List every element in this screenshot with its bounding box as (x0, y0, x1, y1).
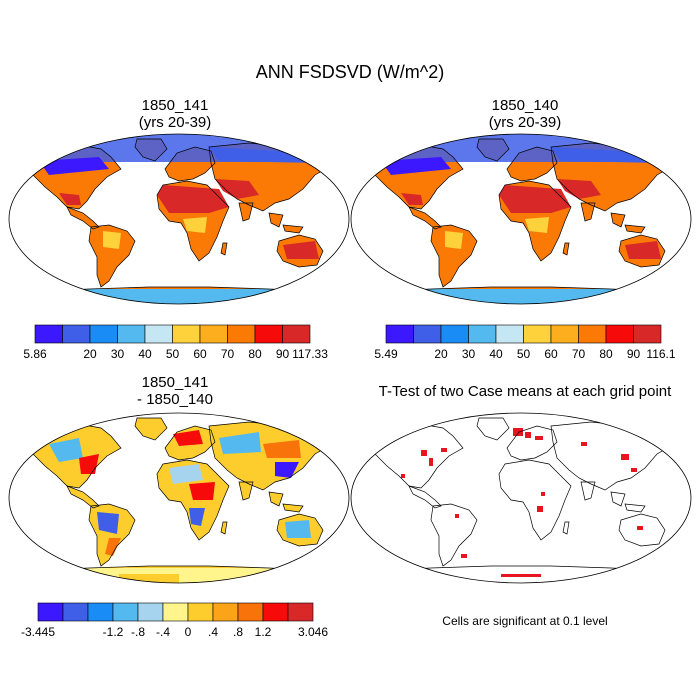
figure-title: ANN FSDSVD (W/m^2) (255, 62, 445, 82)
colorbar-2: 5.49 20 30 40 50 60 70 80 90 116.1 (374, 324, 676, 361)
cb2-tick-label: 116.1 (646, 347, 675, 361)
panel-2-title-line1: 1850_140 (491, 97, 559, 114)
cb2-swatch (440, 324, 469, 344)
panel-3-title-line2: - 1850_140 (137, 391, 213, 408)
cb1-swatch (282, 324, 311, 344)
panel-1-title: 1850_141 (yrs 20-39) (60, 97, 290, 131)
cb2-tick-label: 40 (489, 347, 503, 361)
map-panel-3 (8, 412, 350, 584)
colorbar-3: -3.445 -1.2 -.8 -.4 0 .4 .8 1.2 3.046 (21, 602, 328, 639)
cb3-swatch (62, 602, 89, 622)
cb1-tick-label: 5.86 (23, 347, 47, 361)
cb2-tick-label: 60 (544, 347, 558, 361)
panel-4-title: T-Test of two Case means at each grid po… (378, 383, 672, 400)
cb3-swatch (212, 602, 239, 622)
cb1-swatch (199, 324, 228, 344)
cb3-swatch (262, 602, 289, 622)
cb2-swatch (578, 324, 607, 344)
map-panel-1 (8, 133, 350, 305)
cb3-tick-label: -1.2 (103, 625, 124, 639)
cb3-swatch (237, 602, 264, 622)
map-panel-2 (350, 133, 692, 305)
panel-2-title: 1850_140 (yrs 20-39) (410, 97, 640, 131)
cb2-swatch (523, 324, 552, 344)
cb3-swatch (112, 602, 139, 622)
cb3-tick-label: .8 (233, 625, 243, 639)
cb3-swatch (162, 602, 189, 622)
cb3-tick-label: -3.445 (21, 625, 55, 639)
panel-3-title: 1850_141 - 1850_140 (60, 374, 290, 408)
significance-note: Cells are significant at 0.1 level (442, 614, 608, 628)
cb1-swatch (62, 324, 91, 344)
cb2-tick-label: 80 (599, 347, 613, 361)
cb3-swatch (187, 602, 214, 622)
cb1-swatch (254, 324, 283, 344)
panel-1-title-line2: (yrs 20-39) (138, 114, 212, 131)
cb2-tick-label: 20 (434, 347, 448, 361)
cb3-tick-label: -.8 (131, 625, 145, 639)
cb1-tick-label: 90 (276, 347, 290, 361)
cb1-swatch (89, 324, 118, 344)
panel-1-title-line1: 1850_141 (141, 97, 209, 114)
cb2-swatch (468, 324, 497, 344)
cb3-swatch (87, 602, 114, 622)
cb1-swatch (144, 324, 173, 344)
cb2-tick-label: 70 (572, 347, 586, 361)
cb3-tick-label: 1.2 (255, 625, 272, 639)
cb1-tick-label: 70 (221, 347, 235, 361)
cb3-tick-label: 0 (185, 625, 192, 639)
cb2-tick-label: 90 (627, 347, 641, 361)
cb2-swatch (495, 324, 524, 344)
cb2-swatch (413, 324, 442, 344)
cb1-tick-label: 50 (166, 347, 180, 361)
cb3-tick-label: -.4 (156, 625, 170, 639)
cb1-swatch (227, 324, 256, 344)
cb1-swatch (117, 324, 146, 344)
cb3-swatch (137, 602, 164, 622)
cb2-tick-label: 5.49 (374, 347, 398, 361)
cb2-swatch (385, 324, 414, 344)
cb1-tick-label: 20 (83, 347, 97, 361)
cb1-tick-label: 40 (138, 347, 152, 361)
cb2-tick-label: 50 (517, 347, 531, 361)
cb1-swatch (172, 324, 201, 344)
cb2-swatch (550, 324, 579, 344)
cb3-swatch (37, 602, 64, 622)
map-panel-4 (350, 412, 692, 584)
cb2-swatch (605, 324, 634, 344)
panel-2-title-line2: (yrs 20-39) (488, 114, 562, 131)
cb3-tick-label: .4 (208, 625, 218, 639)
cb1-tick-label: 60 (193, 347, 207, 361)
cb2-swatch (633, 324, 662, 344)
cb1-swatch (34, 324, 63, 344)
cb1-tick-label: 117.33 (292, 347, 328, 361)
cb3-tick-label: 3.046 (298, 625, 328, 639)
cb3-swatch (287, 602, 314, 622)
colorbar-1: 5.86 20 30 40 50 60 70 80 90 117.33 (23, 324, 328, 361)
panel-3-title-line1: 1850_141 (141, 374, 209, 391)
cb1-tick-label: 80 (248, 347, 262, 361)
cb1-tick-label: 30 (111, 347, 125, 361)
cb2-tick-label: 30 (462, 347, 476, 361)
